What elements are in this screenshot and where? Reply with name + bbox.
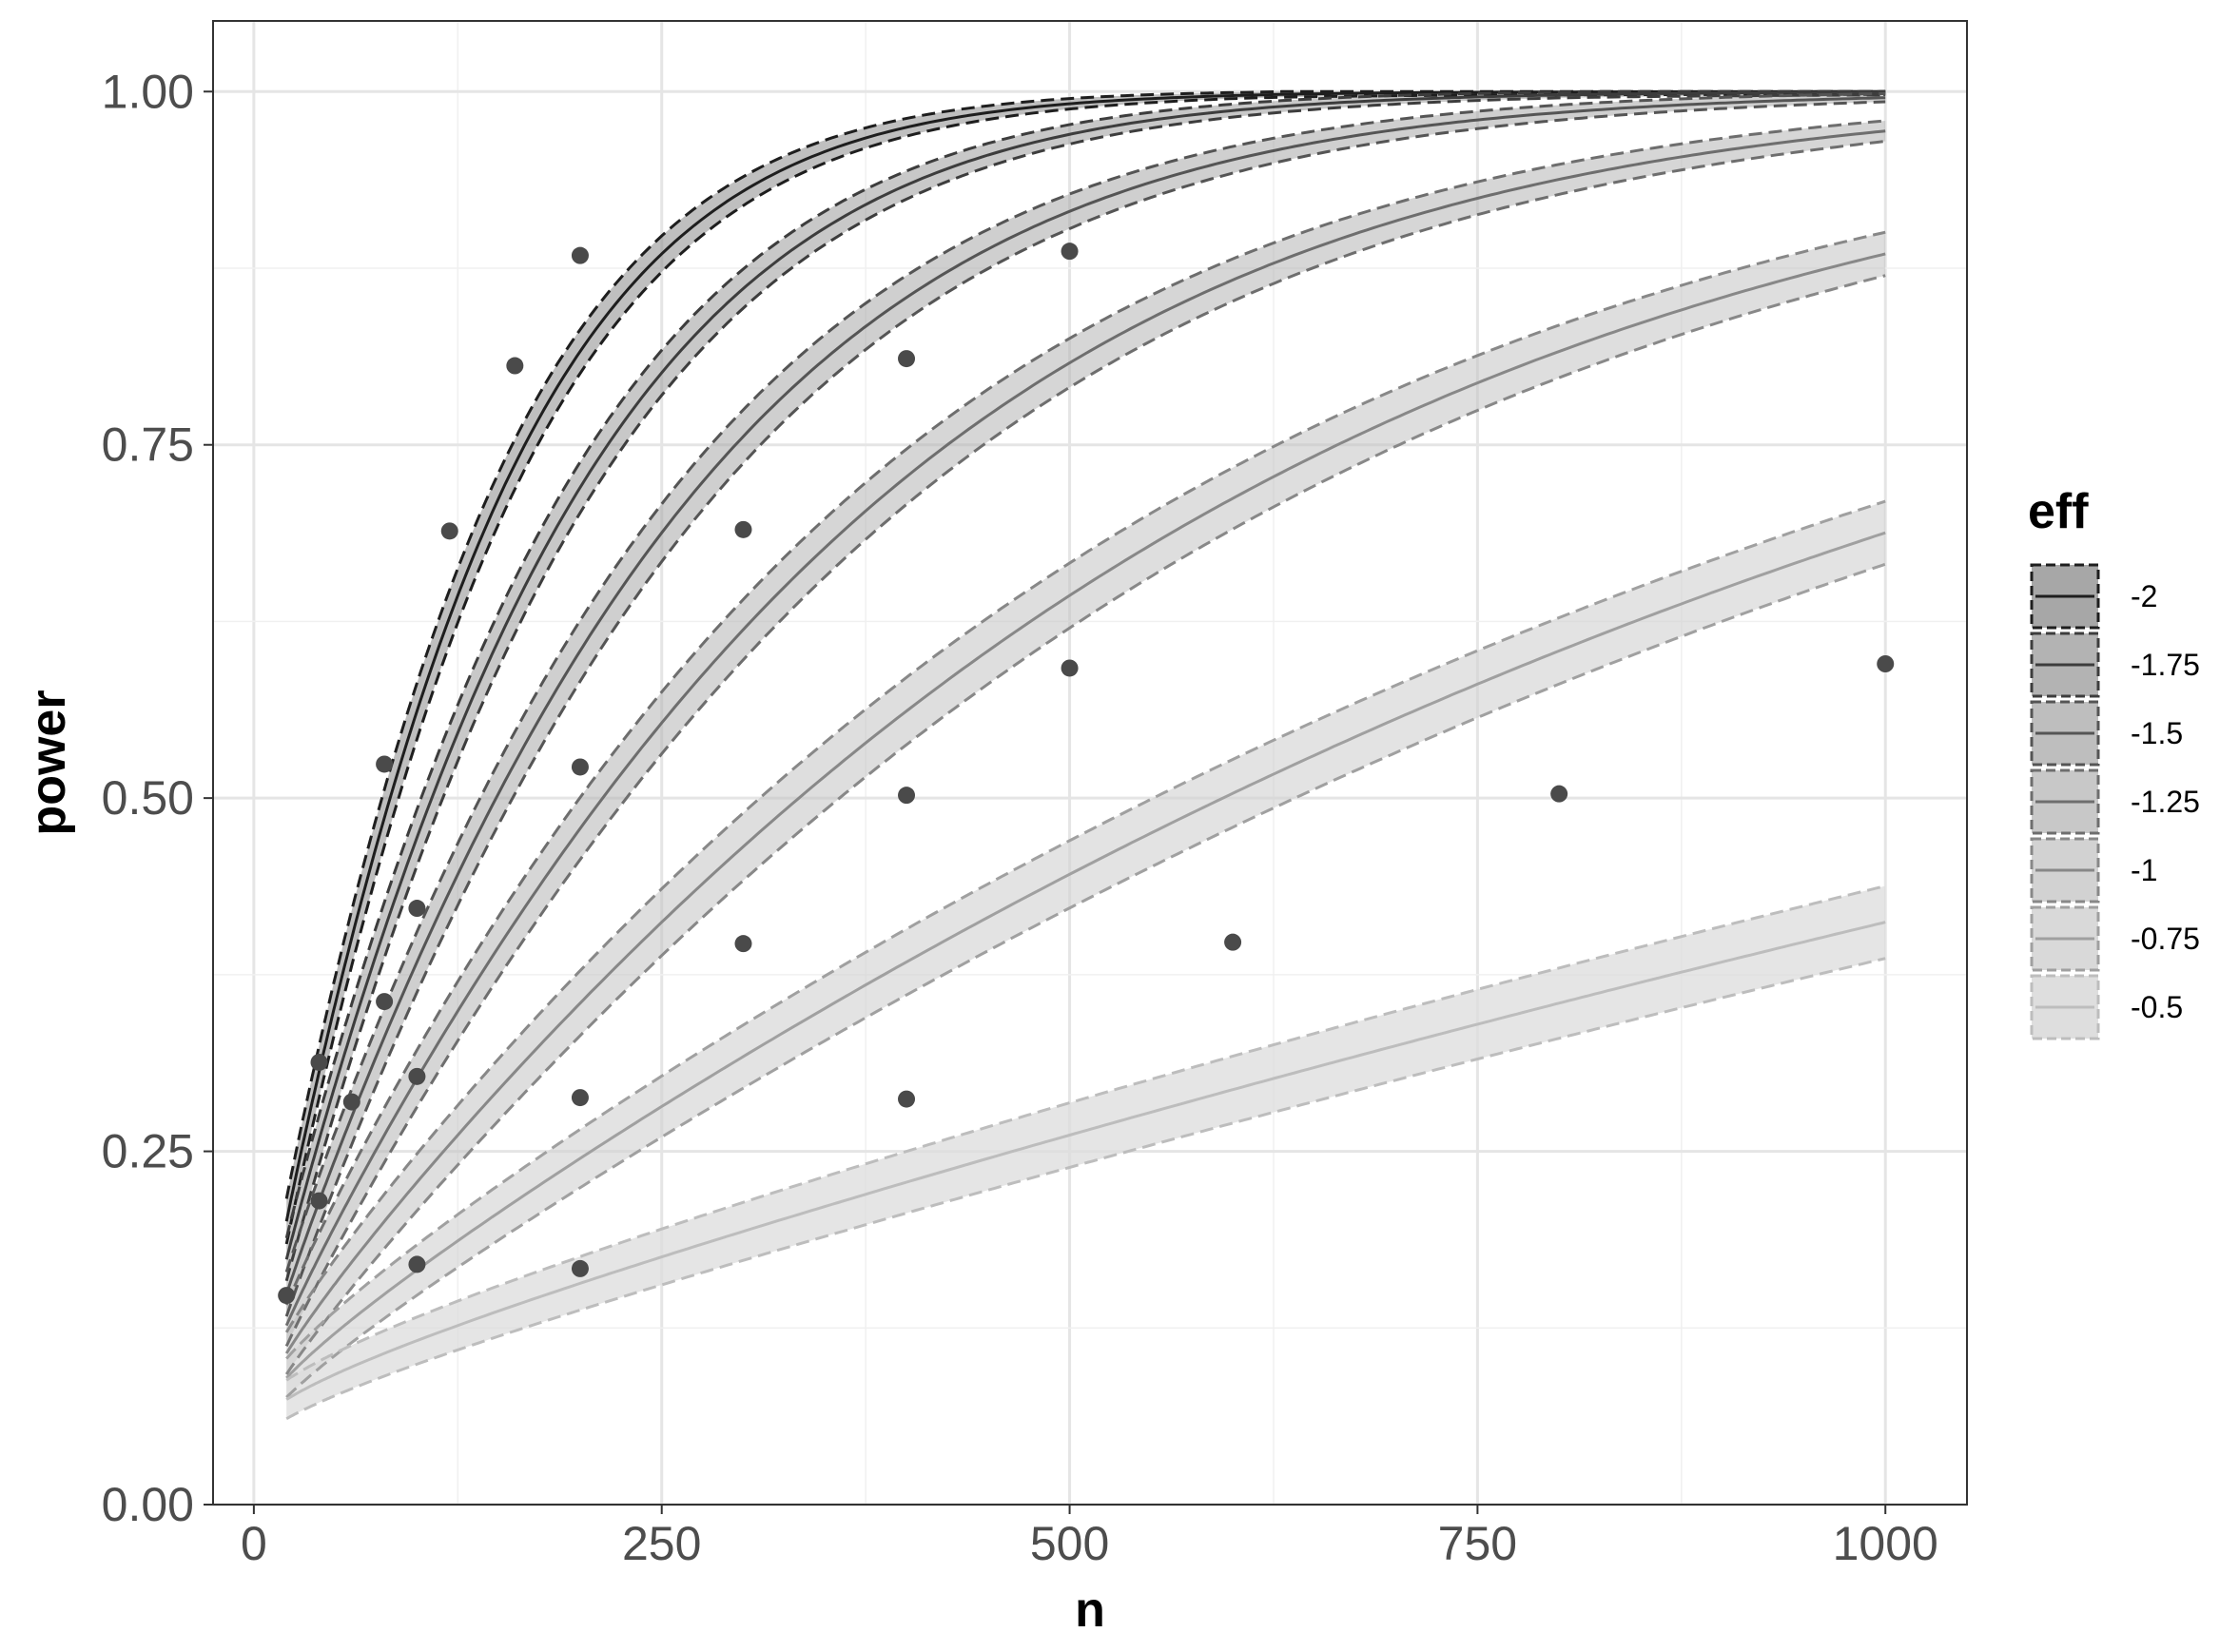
legend-label: -1 — [2131, 853, 2157, 887]
power-curves — [284, 89, 1886, 1421]
data-point — [571, 1089, 589, 1107]
data-point — [1550, 785, 1568, 803]
power-curve — [285, 921, 1886, 1401]
data-point — [898, 350, 916, 368]
data-point — [734, 520, 752, 538]
data-point — [408, 1255, 426, 1273]
power-curve — [284, 252, 1886, 1354]
band-upper-line — [284, 119, 1886, 1306]
data-point — [278, 1287, 296, 1305]
power-curve — [284, 96, 1886, 1295]
legend-label: -0.75 — [2131, 922, 2200, 956]
panel-border — [212, 20, 1968, 1506]
data-point — [571, 1259, 589, 1277]
y-tick-label: 1.00 — [102, 65, 194, 118]
x-tick-label: 250 — [622, 1517, 701, 1570]
power-curve — [285, 531, 1886, 1379]
legend-label: -1.5 — [2131, 716, 2183, 750]
data-point — [310, 1053, 328, 1071]
data-point — [734, 935, 752, 953]
data-point — [376, 755, 394, 773]
data-point — [440, 522, 458, 540]
band-upper-line — [285, 499, 1886, 1360]
confidence-band — [286, 121, 1886, 1347]
power-curve — [284, 129, 1886, 1327]
band-upper-line — [284, 230, 1886, 1333]
data-point — [1061, 243, 1079, 261]
x-tick-label: 750 — [1438, 1517, 1517, 1570]
confidence-band — [286, 501, 1886, 1398]
x-tick-label: 0 — [241, 1517, 267, 1570]
legend-title: eff — [2028, 484, 2089, 539]
confidence-band — [286, 885, 1886, 1419]
y-axis-title: power — [21, 690, 76, 835]
band-lower-line — [284, 93, 1886, 1282]
x-axis-title: n — [1075, 1583, 1105, 1638]
legend-label: -1.75 — [2131, 648, 2200, 682]
band-lower-line — [285, 957, 1886, 1421]
data-point — [898, 1090, 916, 1108]
legend-label: -1.25 — [2131, 785, 2200, 819]
band-lower-line — [284, 100, 1886, 1317]
data-point — [1877, 655, 1895, 672]
power-curve — [284, 90, 1886, 1260]
legend: eff -2 -1.75 -1.5 -1.25 -1 -0.75 -0.5 — [2028, 484, 2200, 1040]
data-point — [571, 246, 589, 264]
y-tick-label: 0.25 — [102, 1125, 194, 1178]
legend-label: -2 — [2131, 579, 2157, 613]
data-point — [571, 758, 589, 776]
data-point — [408, 1067, 426, 1085]
axes: 0 250 500 750 1000 0.00 0.25 0.50 0.75 1.00 — [102, 65, 1938, 1570]
band-lower-line — [285, 562, 1886, 1399]
data-point — [506, 357, 524, 375]
band-upper-line — [285, 884, 1886, 1382]
band-upper-line — [284, 89, 1886, 1239]
y-tick-label: 0.50 — [102, 771, 194, 825]
data-point — [1061, 659, 1079, 677]
observed-points — [278, 243, 1895, 1305]
data-point — [310, 1192, 328, 1210]
data-point — [376, 993, 394, 1011]
band-lower-line — [284, 274, 1886, 1375]
confidence-bands — [286, 91, 1886, 1419]
y-tick-label: 0.00 — [102, 1478, 194, 1531]
data-point — [342, 1093, 360, 1111]
data-point — [408, 900, 426, 918]
x-tick-label: 500 — [1030, 1517, 1109, 1570]
legend-label: -0.5 — [2131, 990, 2183, 1024]
y-tick-label: 0.75 — [102, 418, 194, 472]
data-point — [1224, 933, 1242, 951]
data-point — [898, 787, 916, 805]
grid-lines — [213, 21, 1967, 1506]
x-tick-label: 1000 — [1833, 1517, 1938, 1570]
band-upper-line — [284, 91, 1886, 1273]
